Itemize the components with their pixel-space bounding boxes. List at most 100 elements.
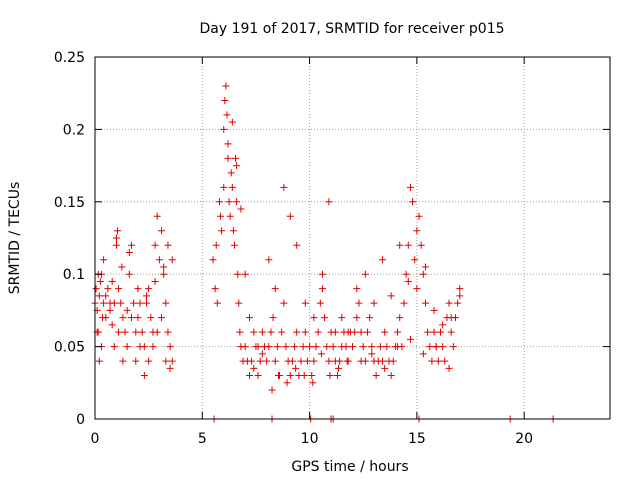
data-point: [419, 350, 427, 358]
data-points: [91, 82, 557, 423]
data-point: [250, 328, 258, 336]
data-point: [447, 328, 455, 336]
data-point: [353, 285, 361, 293]
data-point: [441, 357, 449, 365]
data-point: [115, 285, 123, 293]
data-point: [160, 270, 168, 278]
y-tick-label: 0.2: [63, 122, 85, 138]
data-point: [228, 183, 236, 191]
data-point: [387, 372, 395, 380]
data-point: [132, 357, 140, 365]
data-point: [413, 285, 421, 293]
data-point: [168, 256, 176, 264]
data-point: [368, 350, 376, 358]
data-point: [268, 386, 276, 394]
data-point: [220, 183, 228, 191]
data-point: [112, 234, 120, 242]
data-point: [417, 241, 425, 249]
data-point: [158, 227, 166, 235]
data-point: [271, 285, 279, 293]
data-point: [301, 328, 309, 336]
data-point: [359, 343, 367, 351]
data-point: [228, 118, 236, 126]
data-point: [321, 314, 329, 322]
data-point: [112, 241, 120, 249]
data-point: [265, 343, 273, 351]
data-point: [421, 263, 429, 271]
data-point: [241, 270, 249, 278]
data-point: [158, 314, 166, 322]
data-point: [280, 299, 288, 307]
data-point: [168, 357, 176, 365]
y-tick-label: 0: [76, 412, 85, 428]
data-point: [282, 343, 290, 351]
data-point: [153, 212, 161, 220]
y-tick-labels: 0 0.05 0.1 0.15 0.2 0.25: [54, 50, 85, 428]
data-point: [445, 364, 453, 372]
x-axis-label: GPS time / hours: [291, 459, 408, 475]
data-point: [383, 343, 391, 351]
y-tick-label: 0.1: [63, 267, 85, 283]
data-point: [411, 256, 419, 264]
data-point: [396, 314, 404, 322]
data-point: [145, 357, 153, 365]
data-point: [265, 256, 273, 264]
data-point: [376, 343, 384, 351]
data-point: [404, 241, 412, 249]
data-point: [269, 314, 277, 322]
data-point: [95, 357, 103, 365]
data-point: [237, 205, 245, 213]
data-point: [162, 299, 170, 307]
data-point: [456, 292, 464, 300]
data-point: [218, 227, 226, 235]
data-point: [447, 314, 455, 322]
grid-lines: [95, 57, 610, 419]
data-point: [117, 299, 125, 307]
data-point: [130, 299, 138, 307]
data-point: [456, 285, 464, 293]
data-point: [406, 183, 414, 191]
data-point: [162, 357, 170, 365]
data-point: [280, 183, 288, 191]
data-point: [222, 82, 230, 90]
data-point: [432, 343, 440, 351]
data-point: [426, 343, 434, 351]
plot-area-frame: [94, 56, 611, 420]
data-point: [368, 343, 376, 351]
data-point: [299, 343, 307, 351]
data-point: [229, 227, 237, 235]
data-point: [254, 343, 262, 351]
data-point: [213, 299, 221, 307]
x-tick-label: 15: [408, 431, 426, 447]
axis-ticks: [94, 56, 610, 420]
data-point: [342, 343, 350, 351]
data-point: [92, 285, 100, 293]
data-point: [108, 277, 116, 285]
data-point: [300, 372, 308, 380]
data-point: [379, 256, 387, 264]
data-point: [381, 364, 389, 372]
data-point: [254, 372, 262, 380]
data-point: [430, 328, 438, 336]
data-point: [329, 343, 337, 351]
data-point: [428, 357, 436, 365]
data-point: [258, 328, 266, 336]
data-point: [118, 263, 126, 271]
data-point: [421, 299, 429, 307]
data-point: [293, 328, 301, 336]
data-point: [233, 198, 241, 206]
data-point: [308, 372, 316, 380]
data-point: [143, 292, 150, 300]
data-point: [343, 357, 351, 365]
data-point: [434, 357, 442, 365]
data-point: [209, 256, 217, 264]
data-point: [132, 328, 140, 336]
data-point: [123, 343, 131, 351]
data-point: [224, 140, 232, 148]
data-point: [286, 212, 294, 220]
data-point: [309, 379, 317, 387]
data-point: [127, 314, 135, 322]
data-point: [256, 357, 264, 365]
data-point: [127, 241, 135, 249]
data-point: [430, 306, 438, 314]
